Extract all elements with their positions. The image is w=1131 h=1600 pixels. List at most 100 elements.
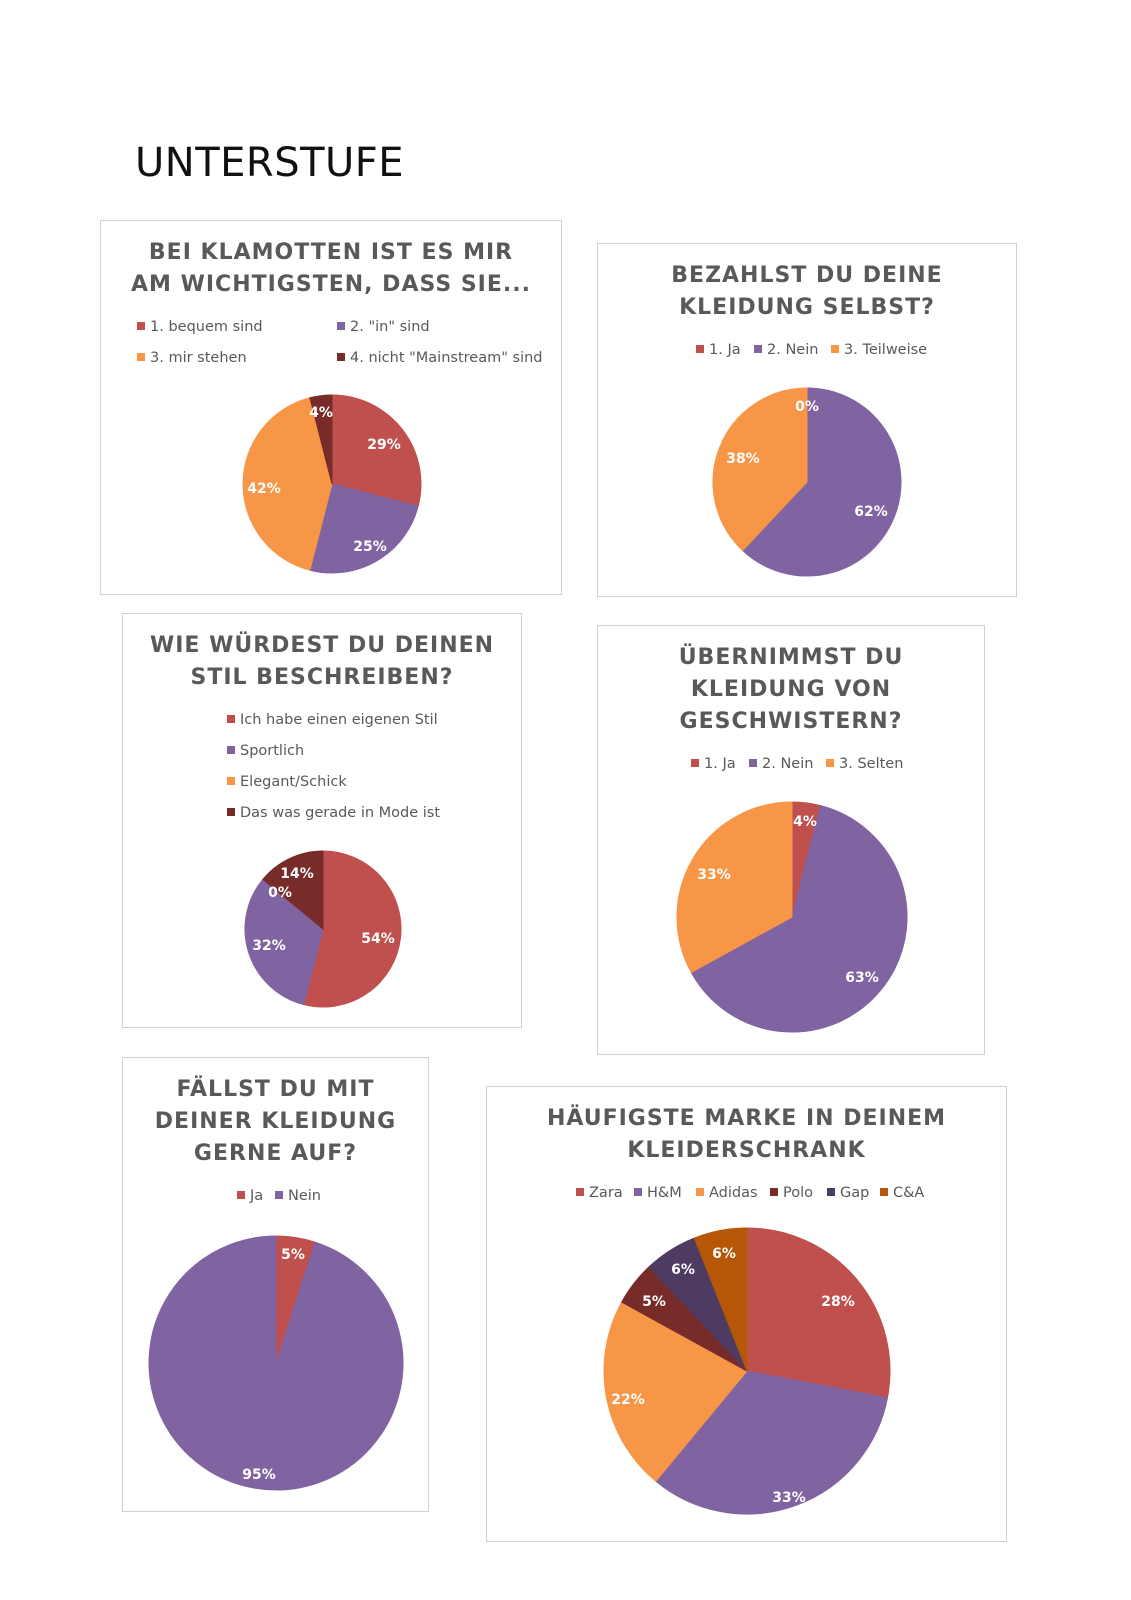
chart-legend: 1. bequem sind 2. "in" sind 3. mir stehe… [101,221,561,594]
chart-title: HÄUFIGSTE MARKE IN DEINEM KLEIDERSCHRANK [487,1103,1006,1167]
legend-label: Ich habe einen eigenen Stil [240,712,438,728]
chart-title-line: BEZAHLST DU DEINE [671,263,943,288]
chart-title-line: ÜBERNIMMST DU [678,645,904,670]
data-label-1: 62% [854,504,888,520]
page-heading: UNTERSTUFE [135,140,405,186]
data-label-2: 0% [268,885,292,901]
legend-label: 1. Ja [704,756,736,772]
chart-title-line: DEINER KLEIDUNG [154,1109,397,1134]
pie-slice-3 [262,850,324,931]
legend-swatch [237,1191,245,1199]
pie-chart: 0% 62% 38% [712,387,902,577]
pie-slice-0 [746,1227,891,1399]
legend-swatch [227,715,235,723]
legend-item-zara: Zara [576,1185,623,1201]
legend-item-ja: 1. Ja [696,342,741,358]
pie-slice-1 [309,483,419,574]
legend-item-eigener-stil: Ich habe einen eigenen Stil [227,712,438,728]
data-label-0: 0% [795,399,819,415]
data-label-1: 32% [252,938,286,954]
data-label-3: 4% [309,405,333,421]
legend-item-nein: Nein [275,1188,321,1204]
pie-slice-1 [244,878,324,1006]
pie-slice-1 [690,805,908,1033]
legend-label: H&M [647,1185,682,1201]
pie-slice-2 [676,801,793,974]
data-label-5: 6% [712,1246,736,1262]
pie-slice-1 [148,1235,404,1491]
legend-swatch [826,759,834,767]
data-label-1: 25% [353,539,387,555]
chart-card-stil: WIE WÜRDEST DU DEINEN STIL BESCHREIBEN? … [122,613,522,1028]
chart-title-line: GESCHWISTERN? [679,709,903,734]
legend-swatch [696,345,704,353]
pie-slice-2 [603,1301,748,1482]
legend-label: Nein [288,1188,321,1204]
chart-card-auffallen: FÄLLST DU MIT DEINER KLEIDUNG GERNE AUF?… [122,1057,429,1512]
legend-swatch [691,759,699,767]
data-label-0: 5% [281,1247,305,1263]
pie-chart: 29% 25% 42% 4% [242,394,422,574]
data-label-2: 22% [611,1392,645,1408]
legend-swatch [137,322,145,330]
chart-legend: 1. Ja 2. Nein 3. Teilweise [598,244,1016,596]
legend-item-adidas: Adidas [696,1185,758,1201]
legend-swatch [634,1188,642,1196]
data-label-0: 28% [821,1294,855,1310]
chart-card-marke: HÄUFIGSTE MARKE IN DEINEM KLEIDERSCHRANK… [486,1086,1007,1542]
legend-label: Gap [840,1185,870,1201]
legend-label: Polo [783,1185,813,1201]
chart-title-line: BEI KLAMOTTEN IST ES MIR [148,240,514,265]
legend-swatch [576,1188,584,1196]
chart-title-line: STIL BESCHREIBEN? [190,665,454,690]
legend-item-nein: 2. Nein [754,342,818,358]
pie-slice-3 [309,394,333,485]
legend-swatch [831,345,839,353]
legend-item-mainstream: 4. nicht "Mainstream" sind [337,350,542,366]
legend-item-sportlich: Sportlich [227,743,304,759]
pie-chart: 54% 32% 0% 14% [244,850,402,1008]
chart-title: FÄLLST DU MIT DEINER KLEIDUNG GERNE AUF? [123,1074,428,1170]
chart-title-line: GERNE AUF? [193,1141,358,1166]
legend-swatch [337,353,345,361]
legend-item-selten: 3. Selten [826,756,903,772]
legend-label: 2. Nein [762,756,814,772]
legend-item-nein: 2. Nein [749,756,813,772]
chart-title-line: WIE WÜRDEST DU DEINEN [149,633,495,658]
chart-title-line: AM WICHTIGSTEN, DASS SIE... [131,272,531,297]
legend-item-mir-stehen: 3. mir stehen [137,350,247,366]
chart-legend: Zara H&M Adidas Polo Gap C&A [487,1087,1006,1541]
legend-label: 1. Ja [709,342,741,358]
chart-card-geschwister: ÜBERNIMMST DU KLEIDUNG VON GESCHWISTERN?… [597,625,985,1055]
data-label-2: 42% [247,481,281,497]
legend-label: 3. Selten [839,756,904,772]
legend-item-mode: Das was gerade in Mode ist [227,805,440,821]
legend-item-elegant: Elegant/Schick [227,774,347,790]
legend-item-gap: Gap [827,1185,869,1201]
chart-legend: Ja Nein [123,1058,428,1511]
legend-item-hm: H&M [634,1185,682,1201]
chart-title-line: FÄLLST DU MIT [176,1077,375,1102]
data-label-4: 6% [671,1262,695,1278]
legend-label: Zara [589,1185,623,1201]
legend-item-in: 2. "in" sind [337,319,430,335]
pie-chart: 28% 33% 22% 5% 6% 6% [603,1227,891,1515]
legend-item-teilweise: 3. Teilweise [831,342,927,358]
chart-card-bezahlst: BEZAHLST DU DEINE KLEIDUNG SELBST? 1. Ja… [597,243,1017,597]
chart-title: BEZAHLST DU DEINE KLEIDUNG SELBST? [598,260,1016,324]
legend-swatch [137,353,145,361]
pie-slice-2 [712,387,808,552]
data-label-2: 38% [726,451,760,467]
data-label-0: 54% [361,931,395,947]
chart-title: WIE WÜRDEST DU DEINEN STIL BESCHREIBEN? [123,630,521,694]
legend-swatch [337,322,345,330]
data-label-1: 95% [242,1467,276,1483]
legend-label: 4. nicht "Mainstream" sind [350,350,543,366]
pie-chart: 4% 63% 33% [676,801,908,1033]
pie-slice-5 [693,1227,748,1372]
chart-title-line: HÄUFIGSTE MARKE IN DEINEM [546,1106,947,1131]
data-label-1: 33% [772,1490,806,1506]
legend-swatch [227,746,235,754]
pie-slice-0 [302,850,402,1008]
data-label-0: 29% [367,437,401,453]
